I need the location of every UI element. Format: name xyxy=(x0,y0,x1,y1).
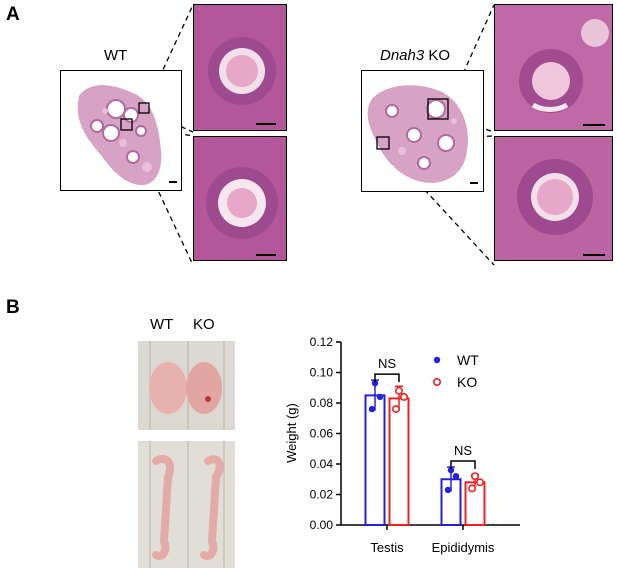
data-point xyxy=(394,386,403,395)
bar-ko xyxy=(464,481,486,526)
data-point xyxy=(470,472,479,481)
legend-label-wt: WT xyxy=(457,352,479,368)
y-tick-label: 0.08 xyxy=(310,396,334,410)
y-tick-label: 0.02 xyxy=(310,488,334,502)
data-point xyxy=(467,484,476,493)
testis-photo xyxy=(138,341,235,430)
data-point xyxy=(452,473,460,480)
photo-wt-label: WT xyxy=(150,316,174,333)
significance-label: NS xyxy=(378,356,396,371)
x-category-label: Testis xyxy=(370,540,404,555)
wt-section-label: WT xyxy=(104,47,128,64)
y-tick-label: 0.10 xyxy=(310,366,334,380)
significance-label: NS xyxy=(454,443,472,458)
panel-a-letter: A xyxy=(6,4,20,25)
bar-wt xyxy=(364,394,386,526)
y-tick-label: 0.12 xyxy=(310,335,334,349)
ko-suffix: KO xyxy=(424,47,451,64)
data-point xyxy=(444,486,452,494)
ko-section-label: Dnah3 KO xyxy=(380,47,450,64)
ko-ovary-overview-image xyxy=(361,70,484,192)
panel-b-letter: B xyxy=(6,297,20,318)
wt-follicle-zoom-top-image xyxy=(193,4,287,131)
photo-ko-label: KO xyxy=(193,316,215,333)
bar-wt xyxy=(440,478,462,526)
y-axis-label: Weight (g) xyxy=(284,403,299,463)
significance-bracket xyxy=(374,373,400,383)
ko-gene-name: Dnah3 xyxy=(380,47,425,64)
data-point xyxy=(475,478,484,487)
data-point xyxy=(399,392,408,401)
y-tick-label: 0.04 xyxy=(310,457,334,471)
ko-follicle-zoom-top-image xyxy=(494,4,613,131)
epididymis-photo xyxy=(138,441,235,568)
wt-follicle-zoom-bottom-image xyxy=(193,136,287,261)
ko-follicle-zoom-bottom-image xyxy=(494,136,613,261)
significance-bracket xyxy=(450,460,476,470)
bar-ko xyxy=(388,397,410,526)
legend-marker-wt xyxy=(433,356,441,364)
data-point xyxy=(368,405,376,413)
x-category-label: Epididymis xyxy=(432,540,495,555)
data-point xyxy=(371,379,379,387)
wt-ovary-overview-image xyxy=(60,70,182,191)
y-tick-label: 0.06 xyxy=(310,427,334,441)
legend-label-ko: KO xyxy=(457,374,477,390)
data-point xyxy=(391,405,400,414)
legend-marker-ko xyxy=(432,377,441,386)
y-tick-label: 0.00 xyxy=(310,518,334,532)
data-point xyxy=(447,466,455,474)
data-point xyxy=(376,393,384,401)
